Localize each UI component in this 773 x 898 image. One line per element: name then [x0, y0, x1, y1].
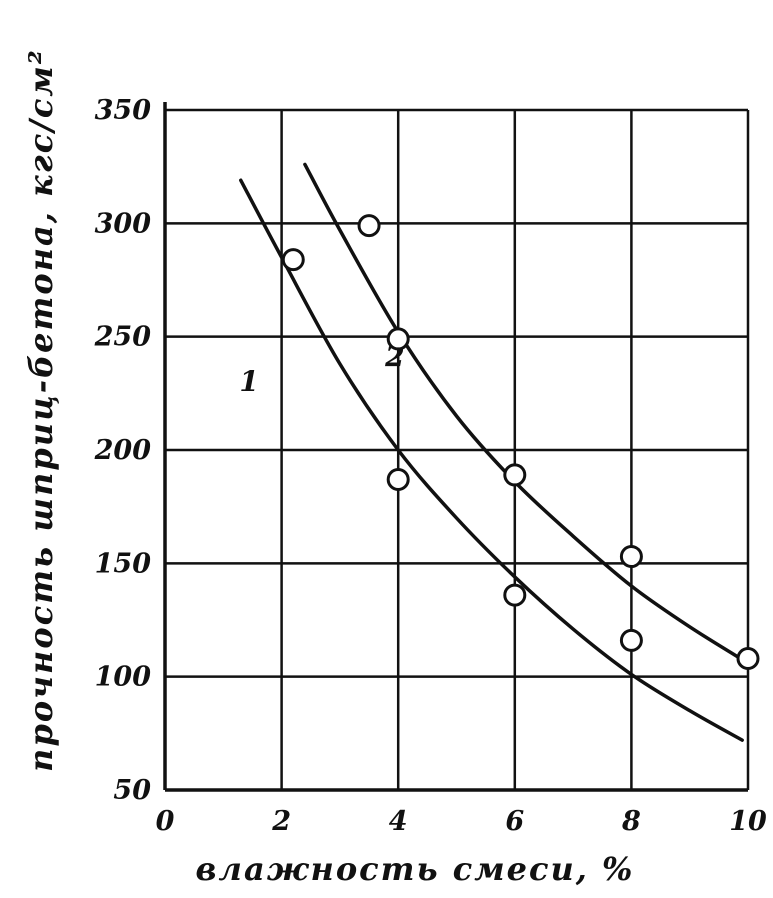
y-tick-label-300: 300	[95, 208, 152, 239]
grid	[163, 102, 750, 792]
x-tick-label-0: 0	[156, 806, 175, 837]
series-1-point-4	[619, 628, 643, 652]
data-points	[281, 214, 760, 671]
series-1-point-2	[386, 467, 410, 491]
series-1-label: 1	[239, 365, 258, 398]
y-tick-label-50: 50	[113, 775, 151, 806]
series-2-point-2	[386, 327, 410, 351]
series-2-point-4	[619, 545, 643, 569]
x-tick-label-6: 6	[505, 806, 524, 837]
axis-labels: влажность смеси, % прочность шприц-бетон…	[22, 48, 635, 888]
series-2-point-3	[503, 463, 527, 487]
series-2-point-5	[736, 647, 760, 671]
x-tick-label-10: 10	[729, 806, 767, 837]
tick-labels: 50 100 150 200 250 300 350 0 2 4 6 8 10	[94, 95, 767, 837]
y-axis-label: прочность шприц-бетона, кгс/см²	[22, 48, 60, 772]
x-tick-label-8: 8	[621, 806, 641, 837]
y-tick-label-150: 150	[95, 548, 152, 579]
series-2-point-1	[357, 214, 381, 238]
series-1-line	[239, 178, 744, 742]
y-tick-label-350: 350	[95, 95, 152, 126]
curves: 12	[239, 162, 750, 742]
y-tick-label-100: 100	[95, 662, 152, 693]
series-1-point-1	[281, 248, 305, 272]
x-tick-label-2: 2	[271, 806, 291, 837]
x-tick-label-4: 4	[389, 806, 408, 837]
y-tick-label-250: 250	[94, 322, 152, 353]
y-tick-label-200: 200	[94, 435, 152, 466]
x-axis-label: влажность смеси, %	[196, 850, 635, 888]
series-1-point-3	[503, 583, 527, 607]
